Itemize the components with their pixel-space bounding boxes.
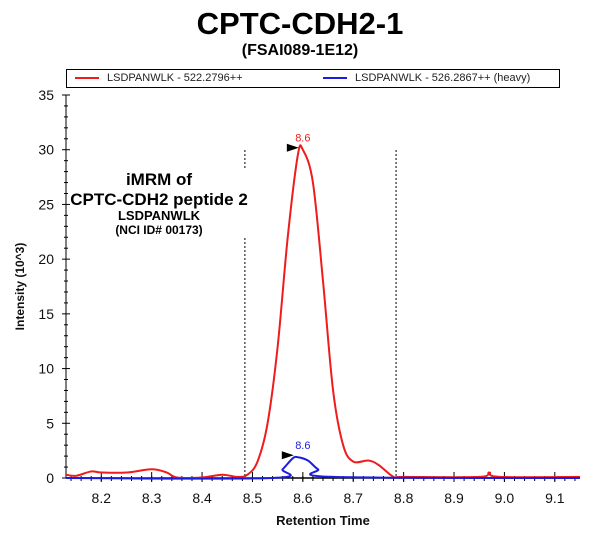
legend-label: LSDPANWLK - 522.2796++ — [107, 72, 243, 84]
peak-marker — [286, 143, 299, 152]
annotation-line: CPTC-CDH2 peptide 2 — [70, 189, 248, 209]
y-tick-label: 10 — [38, 361, 54, 377]
annotation: iMRM of CPTC-CDH2 peptide 2 LSDPANWLK (N… — [70, 170, 248, 238]
x-tick-label: 9.1 — [545, 490, 565, 506]
peak-label: 8.6 — [295, 133, 310, 145]
x-tick-label: 8.9 — [444, 490, 464, 506]
x-tick-label: 8.6 — [293, 490, 313, 506]
y-tick-label: 35 — [38, 87, 54, 103]
x-tick-label: 8.2 — [92, 490, 112, 506]
legend-item-heavy: LSDPANWLK - 526.2867++ (heavy) — [323, 72, 530, 84]
peak-label: 8.6 — [295, 440, 310, 452]
x-tick-label: 8.4 — [192, 490, 212, 506]
y-tick-label: 20 — [38, 251, 54, 267]
y-tick-label: 0 — [46, 470, 54, 486]
series-line-1 — [65, 455, 581, 480]
y-axis-label: Intensity (10^3) — [13, 243, 27, 331]
x-axis-label: Retention Time — [276, 513, 370, 528]
y-tick-label: 15 — [38, 306, 54, 322]
y-tick-label: 25 — [38, 196, 54, 212]
legend-swatch-blue — [323, 77, 347, 79]
legend-swatch-red — [75, 77, 99, 79]
x-tick-label: 8.3 — [142, 490, 162, 506]
x-tick-label: 8.8 — [394, 490, 414, 506]
peak-marker — [281, 451, 294, 460]
annotation-line: (NCI ID# 00173) — [115, 223, 203, 238]
annotation-line: iMRM of — [125, 170, 193, 189]
x-tick-label: 8.5 — [243, 490, 263, 506]
legend-label: LSDPANWLK - 526.2867++ (heavy) — [355, 72, 531, 84]
chart-subtitle: (FSAI089-1E12) — [241, 42, 359, 59]
x-tick-label: 9.0 — [495, 490, 515, 506]
y-tick-label: 30 — [38, 142, 54, 158]
legend: LSDPANWLK - 522.2796++ LSDPANWLK - 526.2… — [66, 69, 560, 88]
x-tick-label: 8.7 — [344, 490, 364, 506]
annotation-line: LSDPANWLK — [117, 208, 201, 224]
y-tick-label: 5 — [46, 415, 54, 431]
legend-item-light: LSDPANWLK - 522.2796++ — [75, 72, 243, 84]
chart-title: CPTC-CDH2-1 — [196, 6, 404, 41]
